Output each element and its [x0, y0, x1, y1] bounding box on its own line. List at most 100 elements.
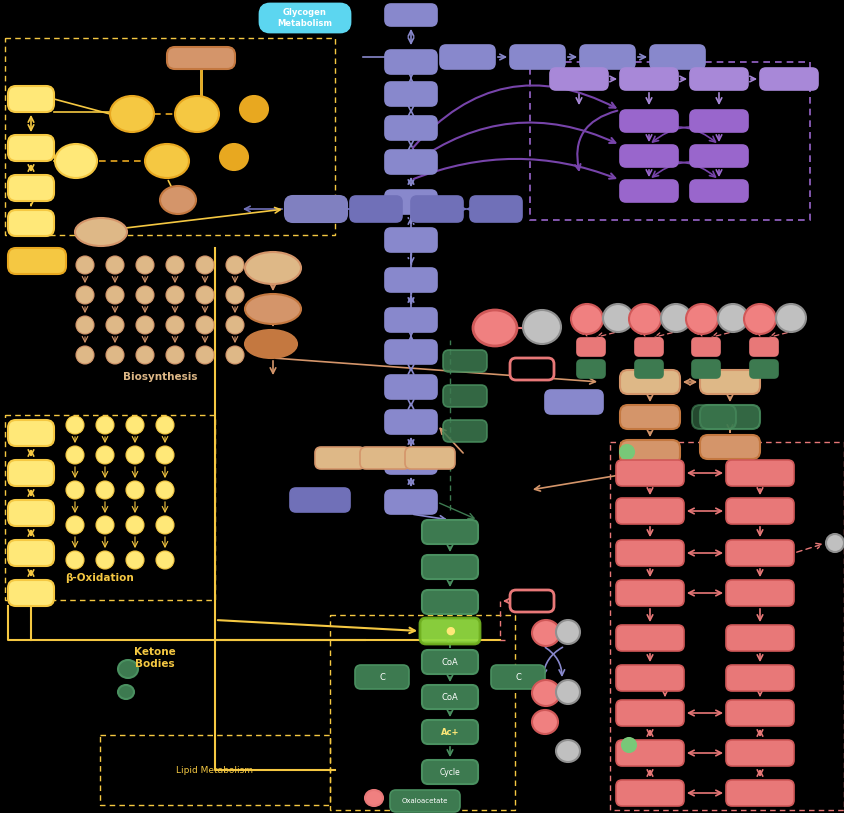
- Ellipse shape: [76, 286, 94, 304]
- FancyBboxPatch shape: [385, 50, 437, 74]
- FancyBboxPatch shape: [385, 490, 437, 514]
- FancyBboxPatch shape: [760, 68, 818, 90]
- Ellipse shape: [118, 660, 138, 678]
- FancyBboxPatch shape: [422, 720, 478, 744]
- Ellipse shape: [156, 551, 174, 569]
- FancyBboxPatch shape: [726, 460, 794, 486]
- FancyBboxPatch shape: [620, 145, 678, 167]
- FancyBboxPatch shape: [422, 760, 478, 784]
- Ellipse shape: [156, 516, 174, 534]
- Ellipse shape: [196, 346, 214, 364]
- FancyBboxPatch shape: [8, 500, 54, 526]
- FancyBboxPatch shape: [726, 625, 794, 651]
- Ellipse shape: [240, 96, 268, 122]
- FancyBboxPatch shape: [616, 460, 684, 486]
- FancyBboxPatch shape: [750, 360, 778, 378]
- FancyBboxPatch shape: [385, 150, 437, 174]
- FancyBboxPatch shape: [620, 440, 680, 464]
- Text: Glycogen
Metabolism: Glycogen Metabolism: [278, 8, 333, 28]
- FancyBboxPatch shape: [350, 196, 402, 222]
- FancyBboxPatch shape: [616, 580, 684, 606]
- FancyBboxPatch shape: [700, 435, 760, 459]
- Text: C: C: [379, 672, 385, 681]
- Ellipse shape: [160, 186, 196, 214]
- Ellipse shape: [96, 551, 114, 569]
- FancyBboxPatch shape: [8, 135, 54, 161]
- Ellipse shape: [66, 446, 84, 464]
- Ellipse shape: [66, 416, 84, 434]
- FancyBboxPatch shape: [385, 410, 437, 434]
- FancyBboxPatch shape: [690, 68, 748, 90]
- FancyBboxPatch shape: [260, 4, 350, 32]
- Ellipse shape: [226, 256, 244, 274]
- Ellipse shape: [620, 445, 634, 459]
- Ellipse shape: [66, 481, 84, 499]
- Ellipse shape: [136, 316, 154, 334]
- Ellipse shape: [744, 304, 776, 334]
- FancyBboxPatch shape: [616, 498, 684, 524]
- Ellipse shape: [556, 620, 580, 644]
- FancyBboxPatch shape: [385, 82, 437, 106]
- FancyBboxPatch shape: [750, 338, 778, 356]
- Ellipse shape: [718, 304, 748, 332]
- Ellipse shape: [76, 256, 94, 274]
- FancyBboxPatch shape: [616, 625, 684, 651]
- FancyBboxPatch shape: [620, 370, 680, 394]
- Ellipse shape: [145, 144, 189, 178]
- Ellipse shape: [66, 516, 84, 534]
- FancyBboxPatch shape: [385, 190, 437, 214]
- Ellipse shape: [226, 286, 244, 304]
- FancyBboxPatch shape: [422, 520, 478, 544]
- Ellipse shape: [532, 620, 560, 646]
- Bar: [330, 615, 515, 810]
- Ellipse shape: [175, 96, 219, 132]
- Ellipse shape: [126, 551, 144, 569]
- Ellipse shape: [96, 516, 114, 534]
- Text: Biosynthesis: Biosynthesis: [122, 372, 197, 382]
- FancyBboxPatch shape: [167, 47, 235, 69]
- Ellipse shape: [245, 252, 301, 284]
- Ellipse shape: [96, 416, 114, 434]
- Ellipse shape: [106, 286, 124, 304]
- FancyBboxPatch shape: [700, 370, 760, 394]
- Bar: [530, 62, 810, 220]
- Text: Cycle: Cycle: [440, 767, 460, 776]
- Ellipse shape: [686, 304, 718, 334]
- FancyBboxPatch shape: [692, 405, 736, 429]
- Ellipse shape: [156, 446, 174, 464]
- FancyBboxPatch shape: [443, 385, 487, 407]
- Ellipse shape: [136, 346, 154, 364]
- FancyBboxPatch shape: [620, 110, 678, 132]
- FancyBboxPatch shape: [577, 360, 605, 378]
- Ellipse shape: [556, 680, 580, 704]
- Text: Ac+: Ac+: [441, 728, 459, 737]
- FancyBboxPatch shape: [726, 540, 794, 566]
- Ellipse shape: [776, 304, 806, 332]
- FancyBboxPatch shape: [422, 685, 478, 709]
- Ellipse shape: [166, 346, 184, 364]
- FancyBboxPatch shape: [620, 405, 680, 429]
- FancyBboxPatch shape: [550, 68, 608, 90]
- FancyBboxPatch shape: [405, 447, 455, 469]
- Text: Lipid Metabolism: Lipid Metabolism: [176, 766, 253, 775]
- FancyBboxPatch shape: [616, 700, 684, 726]
- FancyBboxPatch shape: [620, 180, 678, 202]
- FancyBboxPatch shape: [620, 68, 678, 90]
- FancyBboxPatch shape: [470, 196, 522, 222]
- FancyBboxPatch shape: [385, 4, 437, 26]
- Ellipse shape: [220, 144, 248, 170]
- Ellipse shape: [826, 534, 844, 552]
- Ellipse shape: [365, 790, 383, 806]
- Text: CoA: CoA: [441, 658, 458, 667]
- Ellipse shape: [245, 330, 297, 358]
- FancyBboxPatch shape: [385, 340, 437, 364]
- Ellipse shape: [106, 256, 124, 274]
- FancyBboxPatch shape: [700, 405, 760, 429]
- Ellipse shape: [571, 304, 603, 334]
- FancyBboxPatch shape: [690, 180, 748, 202]
- FancyBboxPatch shape: [420, 618, 480, 644]
- FancyBboxPatch shape: [315, 447, 365, 469]
- Ellipse shape: [166, 286, 184, 304]
- FancyBboxPatch shape: [385, 450, 437, 474]
- FancyBboxPatch shape: [8, 210, 54, 236]
